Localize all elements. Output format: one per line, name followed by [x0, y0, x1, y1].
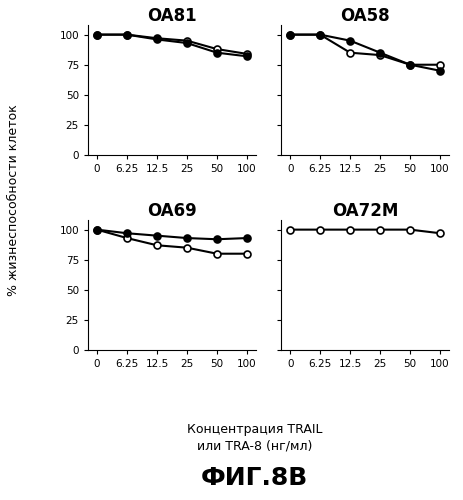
Text: % жизнеспособности клеток: % жизнеспособности клеток: [7, 104, 20, 296]
Text: ФИГ.8B: ФИГ.8B: [201, 466, 308, 490]
Title: OA81: OA81: [147, 7, 197, 25]
Title: OA58: OA58: [340, 7, 390, 25]
Title: OA72M: OA72M: [332, 202, 398, 220]
Text: Концентрация TRAIL
или TRA-8 (нг/мл): Концентрация TRAIL или TRA-8 (нг/мл): [187, 422, 322, 452]
Title: OA69: OA69: [147, 202, 197, 220]
